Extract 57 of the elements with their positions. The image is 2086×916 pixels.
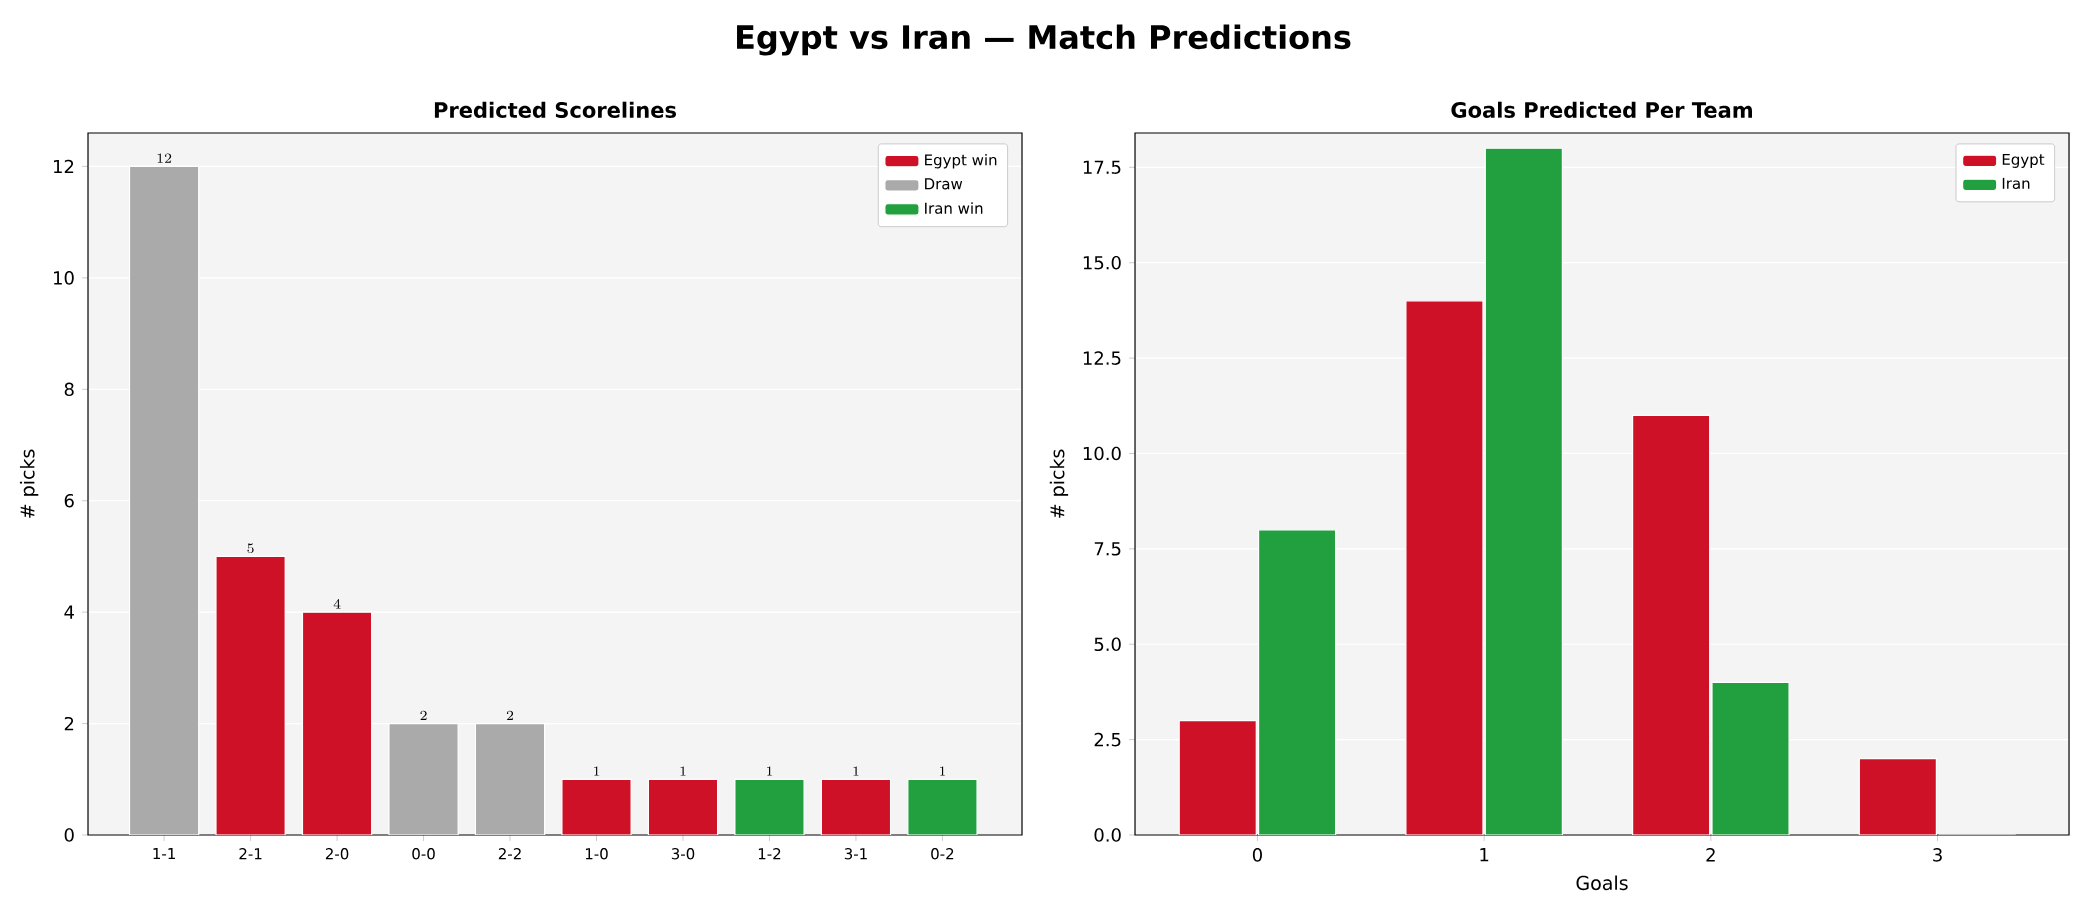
y-tick-label: 4 xyxy=(64,605,74,619)
y-tick-label: 2.5 xyxy=(1094,732,1121,747)
x-tick-label: 1-2 xyxy=(758,848,781,860)
bar xyxy=(215,555,286,835)
y-tick-label: 10.0 xyxy=(1083,446,1121,461)
y-tick-label: 7.5 xyxy=(1094,542,1121,556)
y-tick-label: 2 xyxy=(64,716,74,731)
bar xyxy=(820,778,892,835)
legend-label: Egypt win xyxy=(925,153,997,169)
chart-title: Goals Predicted Per Team xyxy=(1451,101,1752,118)
y-tick-label: 10 xyxy=(54,271,74,285)
y-tick-label: 17.5 xyxy=(1083,160,1121,175)
y-tick-label: 0 xyxy=(64,828,74,842)
bar xyxy=(907,778,978,835)
data-label: 2 xyxy=(506,710,514,720)
x-tick-label: 2-1 xyxy=(239,848,262,860)
x-tick-label: 2 xyxy=(1706,848,1715,862)
x-tick-label: 0-2 xyxy=(931,848,954,860)
data-label: 1 xyxy=(680,766,686,776)
x-tick-label: 3 xyxy=(1933,848,1942,862)
data-label: 5 xyxy=(247,543,254,554)
y-axis-title: # picks xyxy=(19,449,39,518)
y-tick-label: 8 xyxy=(64,382,74,397)
data-label: 4 xyxy=(333,599,341,609)
y-tick-label: 12.5 xyxy=(1083,351,1121,365)
y-tick-label: 0.0 xyxy=(1094,828,1121,842)
chart-title: Predicted Scorelines xyxy=(434,101,677,118)
y-tick-label: 12 xyxy=(54,159,74,174)
bar xyxy=(561,778,632,835)
legend-label: Iran win xyxy=(925,202,983,214)
data-label: 1 xyxy=(939,766,946,776)
x-tick-label: 2-2 xyxy=(498,848,521,860)
data-label: 1 xyxy=(767,766,773,776)
x-tick-label: 3-0 xyxy=(671,848,695,860)
x-tick-label: 3-1 xyxy=(844,848,867,860)
data-label: 2 xyxy=(420,710,427,720)
x-tick-label: 2-0 xyxy=(325,848,349,860)
data-label: 1 xyxy=(853,766,859,776)
x-tick-label: 1-0 xyxy=(585,848,608,860)
bar xyxy=(301,611,373,835)
data-label: 12 xyxy=(157,153,172,163)
bar xyxy=(734,778,805,835)
x-tick-label: 1 xyxy=(1480,848,1489,862)
y-tick-label: 6 xyxy=(64,493,74,508)
x-tick-label: 0 xyxy=(1252,848,1262,862)
y-tick-label: 15.0 xyxy=(1083,255,1121,270)
data-label: 1 xyxy=(594,766,600,776)
x-tick-label: 0-0 xyxy=(412,848,435,860)
bar xyxy=(647,778,719,835)
x-axis-title: Goals xyxy=(1576,875,1628,891)
text: Egypt vs Iran — Match Predictions xyxy=(737,24,1351,56)
y-axis-title: # picks xyxy=(1049,449,1069,518)
legend-label: Egypt xyxy=(2002,153,2045,168)
y-tick-label: 5.0 xyxy=(1094,637,1121,652)
legend-label: Iran xyxy=(2002,177,2030,190)
legend-label: Draw xyxy=(925,178,963,190)
x-tick-label: 1-1 xyxy=(153,848,175,859)
